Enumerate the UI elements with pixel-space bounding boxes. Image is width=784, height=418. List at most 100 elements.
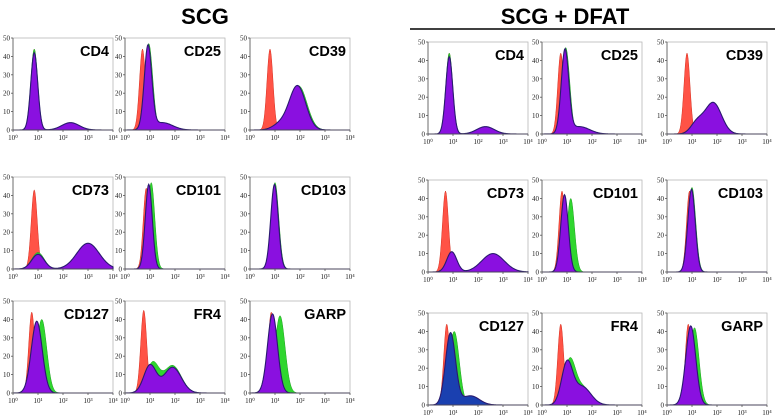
y-tick-label: 40 xyxy=(532,195,540,203)
y-tick-label: 0 xyxy=(536,269,540,277)
control-histogram xyxy=(250,187,350,270)
x-tick-label: 10³ xyxy=(737,409,746,417)
x-tick-label: 10³ xyxy=(612,276,621,284)
x-tick-label: 10³ xyxy=(83,397,92,405)
x-tick-label: 10³ xyxy=(612,409,621,417)
group-title: SCG + DFAT xyxy=(501,4,630,29)
y-tick-label: 20 xyxy=(115,90,123,98)
y-tick-label: 30 xyxy=(240,71,248,79)
histogram-panel-fr4: 0 10 20 30 40 50 10⁰ 10¹ 10² 10³ 10⁴ FR4 xyxy=(115,298,230,406)
x-tick-label: 10³ xyxy=(612,138,621,146)
y-tick-label: 50 xyxy=(240,298,248,306)
x-tick-label: 10³ xyxy=(83,273,92,281)
y-tick-label: 50 xyxy=(240,35,248,43)
x-tick-label: 10² xyxy=(170,273,179,281)
stained-histogram xyxy=(13,51,113,131)
control-histogram xyxy=(428,190,528,273)
y-tick-label: 40 xyxy=(418,57,426,65)
x-tick-label: 10⁴ xyxy=(220,397,230,405)
x-tick-label: 10⁰ xyxy=(423,138,433,146)
x-tick-label: 10⁴ xyxy=(637,138,647,146)
marker-label: CD25 xyxy=(184,44,221,60)
y-tick-label: 40 xyxy=(115,53,123,61)
y-tick-label: 0 xyxy=(422,402,426,410)
marker-label: CD4 xyxy=(80,44,109,60)
y-tick-label: 10 xyxy=(115,247,123,255)
x-tick-label: 10² xyxy=(473,409,482,417)
y-tick-label: 20 xyxy=(115,353,123,361)
y-tick-label: 20 xyxy=(3,90,11,98)
x-tick-label: 10² xyxy=(58,273,67,281)
histogram-panel-cd73: 0 10 20 30 40 50 10⁰ 10¹ 10² 10³ 10⁴ CD73 xyxy=(418,177,533,285)
y-tick-label: 50 xyxy=(532,177,540,185)
x-tick-label: 10⁰ xyxy=(8,397,18,405)
y-tick-label: 20 xyxy=(240,353,248,361)
y-tick-label: 10 xyxy=(115,108,123,116)
histogram-panel-cd127: 0 10 20 30 40 50 10⁰ 10¹ 10² 10³ 10⁴ CD127 xyxy=(3,298,118,406)
y-tick-label: 50 xyxy=(657,310,665,318)
x-tick-label: 10³ xyxy=(195,134,204,142)
y-tick-label: 30 xyxy=(418,346,426,354)
y-tick-label: 40 xyxy=(657,195,665,203)
y-tick-label: 50 xyxy=(240,174,248,182)
stained-histogram xyxy=(428,251,529,273)
y-tick-label: 40 xyxy=(240,316,248,324)
marker-label: CD25 xyxy=(601,48,638,64)
y-tick-label: 50 xyxy=(3,298,11,306)
x-tick-label: 10³ xyxy=(195,273,204,281)
x-tick-label: 10⁰ xyxy=(662,276,672,284)
marker-label: CD39 xyxy=(309,44,346,60)
x-tick-label: 10¹ xyxy=(448,138,457,146)
y-tick-label: 40 xyxy=(657,57,665,65)
x-tick-label: 10² xyxy=(295,134,304,142)
y-tick-label: 30 xyxy=(240,210,248,218)
x-tick-label: 10⁴ xyxy=(523,138,533,146)
y-tick-label: 30 xyxy=(240,334,248,342)
x-tick-label: 10⁰ xyxy=(662,409,672,417)
x-tick-label: 10¹ xyxy=(448,409,457,417)
stained-histogram xyxy=(542,193,642,273)
x-tick-label: 10⁴ xyxy=(220,273,230,281)
x-tick-label: 10⁰ xyxy=(537,409,547,417)
x-tick-label: 10² xyxy=(712,276,721,284)
stained-histogram xyxy=(428,55,528,135)
y-tick-label: 50 xyxy=(115,298,123,306)
y-tick-label: 30 xyxy=(3,334,11,342)
x-tick-label: 10¹ xyxy=(145,273,154,281)
y-tick-label: 50 xyxy=(418,177,426,185)
histogram-panel-garp: 0 10 20 30 40 50 10⁰ 10¹ 10² 10³ 10⁴ GARP xyxy=(240,298,355,406)
marker-label: CD103 xyxy=(718,186,763,202)
x-tick-label: 10² xyxy=(295,273,304,281)
y-tick-label: 20 xyxy=(657,365,665,373)
y-tick-label: 20 xyxy=(418,232,426,240)
x-tick-label: 10² xyxy=(587,138,596,146)
marker-label: FR4 xyxy=(611,319,638,335)
y-tick-label: 20 xyxy=(3,229,11,237)
y-tick-label: 20 xyxy=(657,232,665,240)
y-tick-label: 0 xyxy=(536,131,540,139)
marker-label: CD73 xyxy=(487,186,524,202)
y-tick-label: 40 xyxy=(3,316,11,324)
y-tick-label: 10 xyxy=(418,383,426,391)
y-tick-label: 30 xyxy=(418,213,426,221)
x-tick-label: 10² xyxy=(712,409,721,417)
y-tick-label: 10 xyxy=(532,383,540,391)
control-histogram xyxy=(542,323,642,406)
y-tick-label: 20 xyxy=(532,365,540,373)
x-tick-label: 10⁰ xyxy=(120,134,130,142)
y-tick-label: 20 xyxy=(532,94,540,102)
y-tick-label: 20 xyxy=(657,94,665,102)
histogram-panel-cd103: 0 10 20 30 40 50 10⁰ 10¹ 10² 10³ 10⁴ CD103 xyxy=(657,177,772,285)
histogram-panel-cd103: 0 10 20 30 40 50 10⁰ 10¹ 10² 10³ 10⁴ CD103 xyxy=(240,174,355,282)
y-tick-label: 10 xyxy=(657,383,665,391)
control-histogram xyxy=(667,190,767,273)
y-tick-label: 40 xyxy=(3,53,11,61)
x-tick-label: 10⁰ xyxy=(662,138,672,146)
x-tick-label: 10¹ xyxy=(33,134,42,142)
y-tick-label: 0 xyxy=(422,131,426,139)
y-tick-label: 50 xyxy=(115,174,123,182)
y-tick-label: 40 xyxy=(532,328,540,336)
marker-label: CD127 xyxy=(64,307,109,323)
x-tick-label: 10⁴ xyxy=(523,409,533,417)
